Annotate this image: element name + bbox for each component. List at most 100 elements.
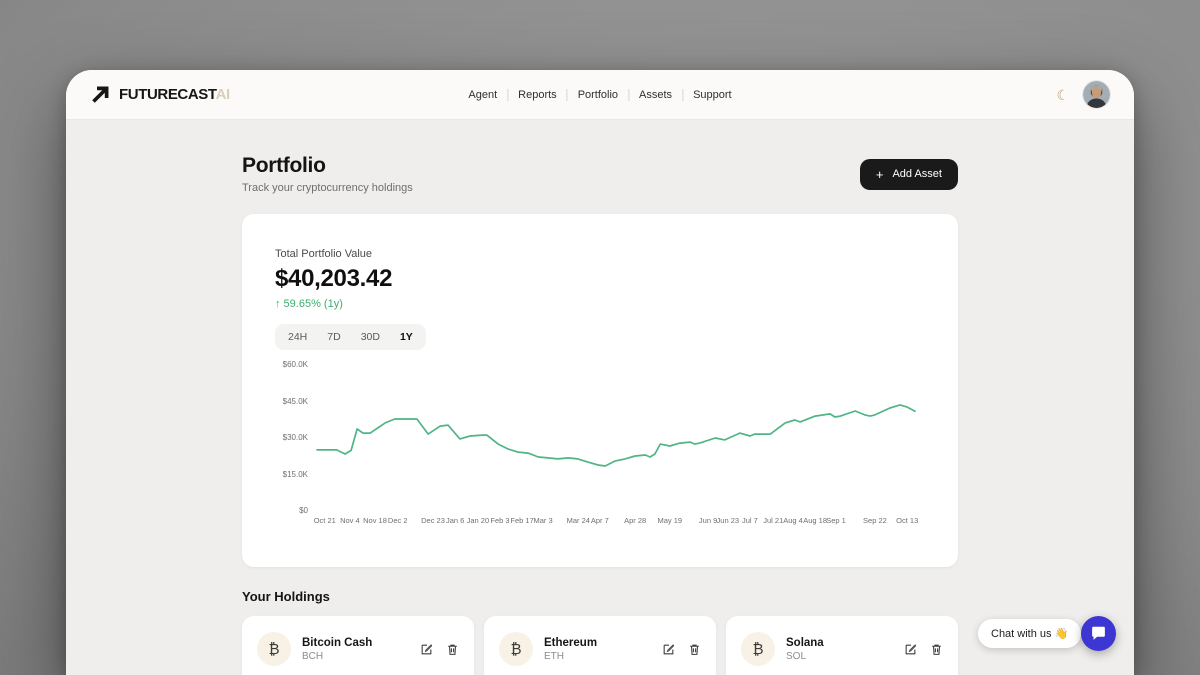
user-avatar[interactable]	[1083, 81, 1110, 108]
app-header: FUTURECASTAI Agent Reports Portfolio Assets…	[66, 70, 1134, 120]
x-tick-label: Feb 17	[510, 516, 534, 525]
nav-separator	[566, 88, 568, 101]
chat-launcher-label[interactable]: Chat with us 👋	[978, 619, 1082, 648]
y-tick-label: $30.0K	[282, 433, 308, 442]
x-tick-label: Oct 21	[313, 516, 336, 525]
x-tick-label: Jun 23	[716, 516, 740, 525]
coin-glyph: ₿	[752, 640, 764, 658]
holdings-section: Your Holdings ₿ Bitcoin Cash BCH AI Scor…	[242, 589, 958, 675]
theme-toggle-button[interactable]: ☾	[1056, 88, 1069, 102]
x-tick-label: Aug 4	[783, 516, 803, 525]
edit-icon	[663, 643, 675, 654]
range-option-30d[interactable]: 30D	[360, 331, 380, 343]
x-tick-label: Mar 3	[533, 516, 553, 525]
page-head: Portfolio Track your cryptocurrency hold…	[242, 154, 958, 194]
coin-symbol: BCH	[302, 650, 324, 662]
y-tick-label: $60.0K	[282, 360, 308, 369]
x-tick-label: May 19	[657, 516, 683, 525]
range-selector: 24H 7D 30D 1Y	[275, 324, 426, 350]
delete-button[interactable]	[446, 643, 459, 656]
coin-icon: ₿	[499, 632, 533, 666]
x-tick-label: Dec 2	[387, 516, 408, 525]
range-option-7d[interactable]: 7D	[327, 331, 341, 343]
portfolio-chart: $60.0K $45.0K $30.0K $15.0K $0	[275, 360, 925, 515]
coin-name: Bitcoin Cash	[302, 636, 373, 649]
plus-icon: +	[875, 166, 884, 182]
chat-bubble-icon	[1092, 626, 1105, 640]
coin-glyph: ₿	[510, 640, 522, 658]
x-tick-label: Apr 7	[590, 516, 609, 525]
coin-name: Ethereum	[544, 636, 598, 649]
app-window: FUTURECASTAI Agent Reports Portfolio Assets…	[66, 70, 1134, 675]
trash-icon	[448, 644, 457, 655]
x-tick-label: Feb 3	[490, 516, 510, 525]
x-tick-label: Sep 22	[863, 516, 887, 525]
line-series	[316, 404, 916, 467]
x-tick-label: Aug 18	[803, 516, 828, 525]
delete-button[interactable]	[930, 643, 943, 656]
chart-y-axis: $60.0K $45.0K $30.0K $15.0K $0	[275, 360, 317, 515]
delete-button[interactable]	[688, 643, 701, 656]
portfolio-value: $40,203.42	[275, 265, 393, 292]
holdings-grid: ₿ Bitcoin Cash BCH AI Score: -1 (Slightl…	[242, 616, 958, 675]
logo-text: FUTURECASTAI	[119, 86, 230, 103]
add-asset-button[interactable]: + Add Asset	[859, 158, 958, 190]
arrow-up-right-icon	[90, 84, 111, 105]
portfolio-value-card: Total Portfolio Value $40,203.42 ↑ 59.65…	[242, 214, 958, 567]
x-tick-label: Jun 9	[698, 516, 718, 525]
edit-icon	[905, 643, 917, 654]
coin-symbol: ETH	[544, 650, 564, 662]
edit-button[interactable]	[420, 643, 433, 656]
chat-button[interactable]	[1081, 616, 1116, 651]
holding-card: ₿ Solana SOL AI Score: -1 (Slightly Bear…	[726, 616, 958, 675]
main-nav: Agent Reports Portfolio Assets Support	[458, 85, 741, 105]
coin-icon: ₿	[741, 632, 775, 666]
coin-name: Solana	[786, 636, 824, 649]
header-controls: ☾	[1056, 81, 1110, 108]
nav-separator	[507, 88, 509, 101]
chart-plot-area	[316, 364, 916, 510]
page-title: Portfolio	[242, 154, 326, 177]
x-tick-label: Mar 24	[566, 516, 590, 525]
x-tick-label: Nov 18	[363, 516, 387, 525]
nav-separator	[682, 88, 684, 101]
nav-item-agent[interactable]: Agent	[468, 88, 498, 101]
x-tick-label: Jul 21	[763, 516, 784, 525]
logo-accent: AI	[215, 86, 231, 103]
x-tick-label: Oct 13	[896, 516, 919, 525]
range-option-24h[interactable]: 24H	[288, 331, 308, 343]
trash-icon	[932, 644, 941, 655]
x-tick-label: Dec 23	[421, 516, 445, 525]
y-tick-label: $15.0K	[282, 469, 308, 479]
x-tick-label: Jan 20	[466, 516, 490, 525]
edit-button[interactable]	[904, 643, 917, 656]
chart-x-axis: Oct 21 Nov 4 Nov 18 Dec 2 Dec 23 Jan 6 Jan 20 F…	[313, 516, 919, 528]
x-tick-label: Jul 7	[742, 516, 758, 525]
nav-item-support[interactable]: Support	[693, 88, 732, 101]
page-content: Portfolio Track your cryptocurrency hold…	[66, 120, 1134, 675]
page-subtitle: Track your cryptocurrency holdings	[242, 182, 413, 194]
y-tick-label: $0	[299, 506, 308, 515]
edit-button[interactable]	[662, 643, 675, 656]
x-tick-label: Apr 28	[624, 516, 647, 525]
x-tick-label: Jan 6	[445, 516, 465, 525]
x-tick-label: Sep 1	[826, 516, 846, 525]
nav-separator	[628, 88, 630, 101]
nav-item-reports[interactable]: Reports	[518, 88, 557, 101]
holdings-title: Your Holdings	[242, 589, 330, 604]
holding-card: ₿ Ethereum ETH AI Score: -4 (Slightly Be…	[484, 616, 716, 675]
coin-symbol: SOL	[786, 650, 807, 662]
portfolio-change: ↑ 59.65% (1y)	[275, 298, 343, 310]
nav-item-assets[interactable]: Assets	[639, 88, 673, 101]
coin-glyph: ₿	[268, 640, 280, 658]
moon-icon: ☾	[1056, 86, 1069, 103]
holding-card: ₿ Bitcoin Cash BCH AI Score: -1 (Slightl…	[242, 616, 474, 675]
coin-icon: ₿	[257, 632, 291, 666]
y-tick-label: $45.0K	[282, 396, 308, 406]
logo[interactable]: FUTURECASTAI	[90, 84, 230, 105]
nav-item-portfolio[interactable]: Portfolio	[577, 88, 619, 101]
edit-icon	[421, 643, 433, 654]
x-tick-label: Nov 4	[340, 516, 360, 525]
portfolio-value-label: Total Portfolio Value	[275, 248, 373, 260]
range-option-1y[interactable]: 1Y	[399, 331, 413, 343]
